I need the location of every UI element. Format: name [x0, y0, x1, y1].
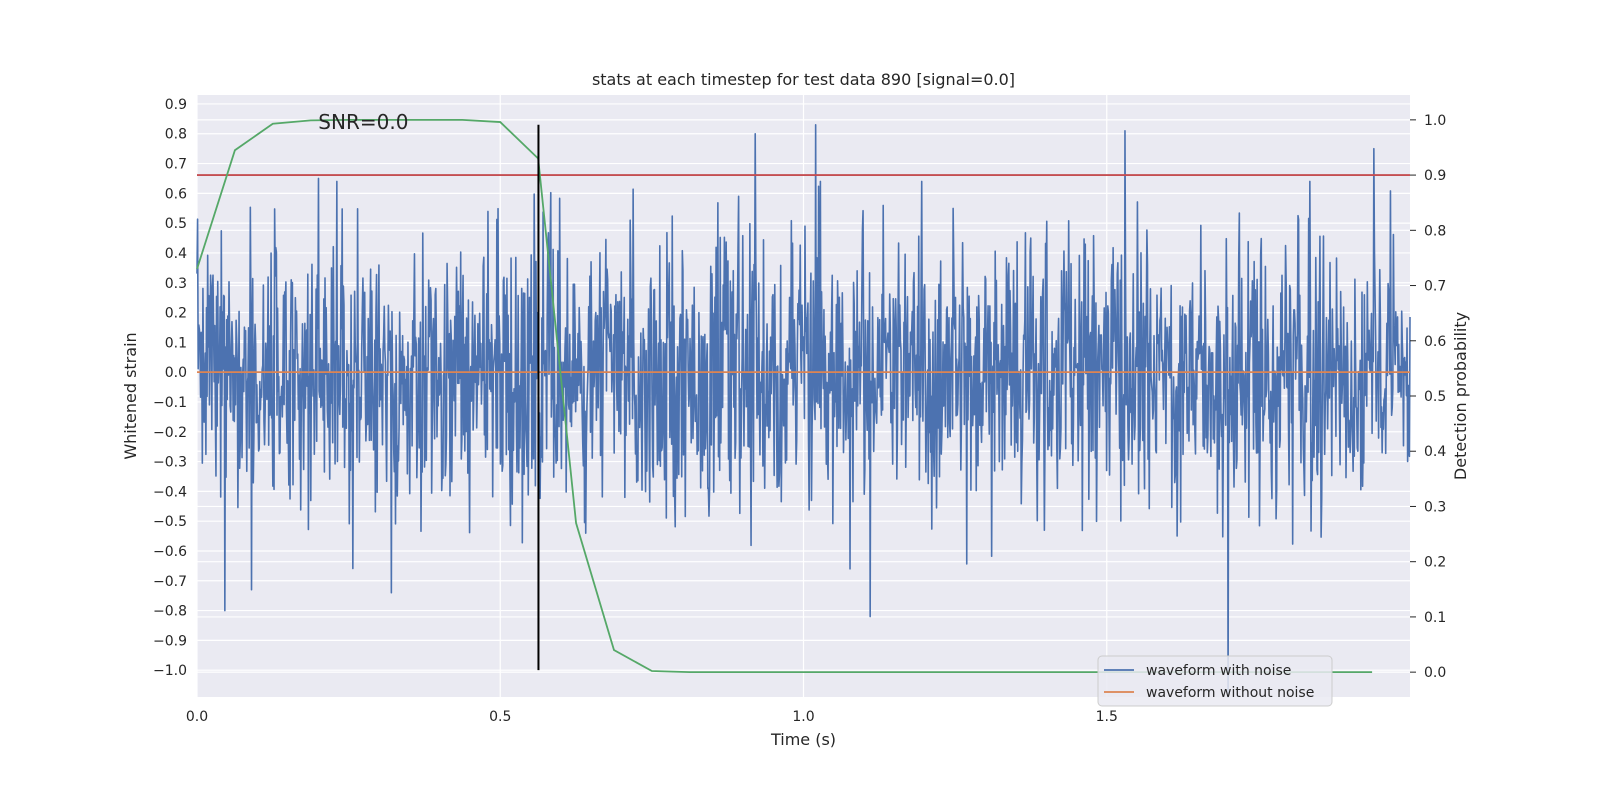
y2-tick-label: 0.2	[1424, 555, 1446, 571]
y-tick-label: 0.0	[165, 365, 187, 381]
y-tick-label: −0.9	[153, 633, 187, 649]
y2-tick-label: 0.3	[1424, 499, 1446, 515]
y-tick-label: 0.7	[165, 157, 187, 173]
y-tick-label: 0.5	[165, 216, 187, 232]
series-line-waveform-with-noise	[196, 124, 1411, 698]
y-tick-label: 0.1	[165, 335, 187, 351]
y-tick-label: 0.8	[165, 127, 187, 143]
y-tick-label: −0.8	[153, 604, 187, 620]
y2-tick-label: 0.6	[1424, 334, 1446, 350]
y-tick-label: −0.3	[153, 455, 187, 471]
y-tick-label: 0.6	[165, 186, 187, 202]
series-layer	[196, 124, 1411, 698]
snr-annotation: SNR=0.0	[318, 110, 408, 134]
x-axis-label: Time (s)	[770, 730, 836, 749]
chart-title: stats at each timestep for test data 890…	[592, 70, 1015, 89]
x-tick-label: 1.5	[1096, 709, 1118, 725]
legend-entry-noisy: waveform with noise	[1146, 663, 1291, 679]
y-tick-label: −1.0	[153, 663, 187, 679]
y-tick-label: −0.4	[153, 484, 187, 500]
y2-tick-label: 1.0	[1424, 113, 1446, 129]
y-tick-label: −0.2	[153, 425, 187, 441]
y2-axis-label: Detection probability	[1451, 312, 1470, 480]
ticks-layer: 0.9 0.8 0.7 0.6 0.5 0.4 0.3 0.2 0.1 0.0 −0.1 −0.2 −0…	[153, 97, 1446, 725]
y-tick-label: −0.1	[153, 395, 187, 411]
y2-tick-label: 0.7	[1424, 279, 1446, 295]
y2-tick-label: 0.1	[1424, 610, 1446, 626]
y2-tick-label: 0.8	[1424, 223, 1446, 239]
x-tick-label: 0.0	[186, 709, 208, 725]
y2-tick-label: 0.5	[1424, 389, 1446, 405]
y2-tick-label: 0.4	[1424, 444, 1446, 460]
x-tick-label: 1.0	[792, 709, 814, 725]
legend: waveform with noise waveform without noi…	[1097, 655, 1333, 707]
x-tick-label: 0.5	[489, 709, 511, 725]
y-tick-label: −0.6	[153, 544, 187, 560]
y-tick-label: 0.4	[165, 246, 187, 262]
legend-box	[1097, 655, 1333, 707]
y-tick-label: 0.3	[165, 276, 187, 292]
y-tick-label: 0.2	[165, 306, 187, 322]
y-tick-label: 0.9	[165, 97, 187, 113]
y2-tick-label: 0.9	[1424, 168, 1446, 184]
y-axis-label: Whitened strain	[121, 332, 140, 459]
y2-tick-label: 0.0	[1424, 665, 1446, 681]
y-tick-label: −0.5	[153, 514, 187, 530]
y-tick-label: −0.7	[153, 574, 187, 590]
legend-entry-clean: waveform without noise	[1146, 685, 1314, 701]
